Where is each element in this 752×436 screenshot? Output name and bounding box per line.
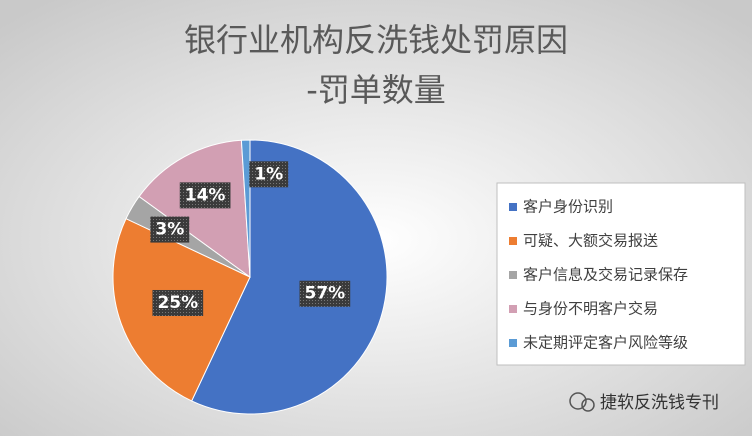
chart-subtitle: -罚单数量	[306, 71, 446, 109]
legend-swatch	[509, 305, 517, 313]
legend-label: 可疑、大额交易报送	[523, 232, 658, 250]
watermark-text: 捷软反洗钱专刊	[600, 393, 719, 413]
pie-slice	[138, 139, 251, 279]
data-label-box	[179, 182, 231, 209]
legend-swatch	[509, 237, 517, 245]
legend-label: 未定期评定客户风险等级	[523, 334, 688, 352]
watermark: 捷软反洗钱专刊	[569, 392, 719, 413]
data-label: 1%	[254, 164, 283, 184]
legend-box	[496, 182, 746, 366]
data-label-box	[150, 216, 190, 243]
legend-swatch	[509, 203, 517, 211]
legend-label: 客户信息及交易记录保存	[523, 266, 688, 284]
data-label-box	[299, 280, 351, 307]
legend-swatch	[509, 271, 517, 279]
data-label-box	[249, 161, 289, 188]
data-label: 25%	[157, 293, 198, 313]
watermark-icon	[581, 398, 595, 412]
chart-title: 银行业机构反洗钱处罚原因	[184, 21, 568, 59]
data-label: 14%	[185, 185, 226, 205]
data-label: 57%	[305, 284, 346, 304]
legend-label: 与身份不明客户交易	[523, 300, 658, 318]
data-label-box	[152, 289, 204, 316]
pie-slice	[240, 139, 251, 278]
pie-slice	[191, 139, 388, 415]
legend-label: 客户身份识别	[523, 198, 613, 216]
data-label: 3%	[155, 220, 184, 240]
watermark-icon	[569, 392, 587, 410]
legend-swatch	[509, 339, 517, 347]
